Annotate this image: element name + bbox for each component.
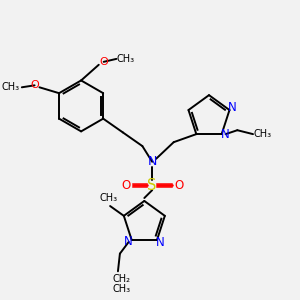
Text: CH₃: CH₃ [99,193,117,203]
Text: CH₃: CH₃ [113,284,131,294]
Text: CH₃: CH₃ [2,82,20,92]
Text: N: N [221,128,230,141]
Text: O: O [121,179,130,192]
Text: N: N [156,236,164,249]
Text: N: N [148,155,157,168]
Text: CH₃: CH₃ [254,129,272,139]
Text: O: O [174,179,183,192]
Text: S: S [148,178,157,193]
Text: O: O [30,80,39,90]
Text: CH₂: CH₂ [113,274,131,284]
Text: CH₃: CH₃ [116,54,134,64]
Text: N: N [228,100,237,114]
Text: O: O [99,57,108,67]
Text: N: N [124,236,133,248]
